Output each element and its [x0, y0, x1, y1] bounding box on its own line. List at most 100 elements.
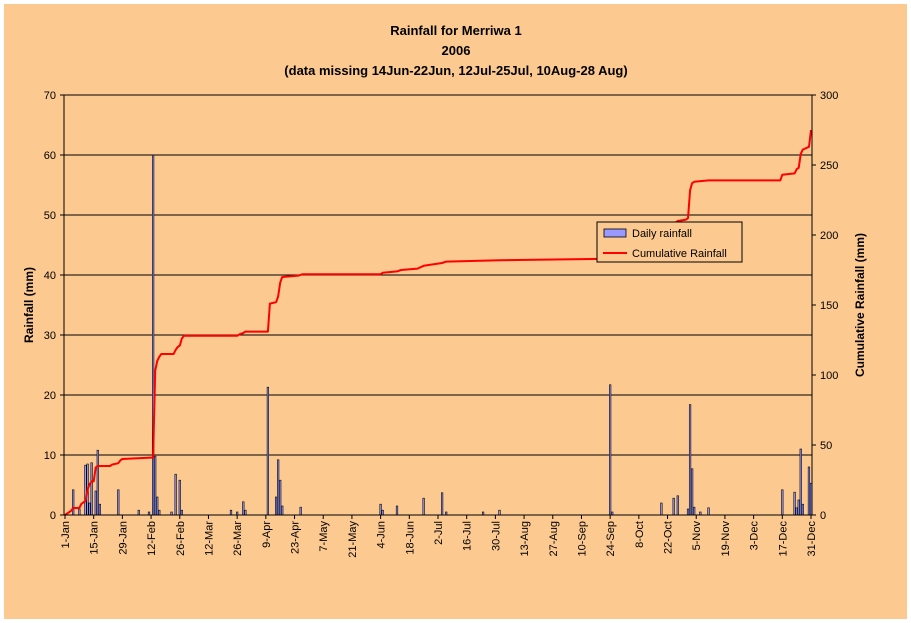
legend-cumulative-label: Cumulative Rainfall — [632, 248, 727, 260]
daily-rainfall-bar — [154, 455, 157, 516]
x-tick-label: 12-Feb — [146, 521, 158, 556]
x-tick-label: 4-Jun — [376, 521, 388, 549]
daily-rainfall-bar — [98, 503, 101, 516]
y-tick-label: 60 — [44, 150, 56, 162]
y2-tick-label: 300 — [820, 90, 838, 102]
x-tick-label: 31-Dec — [806, 521, 818, 557]
x-tick-label: 16-Jul — [462, 521, 474, 551]
x-tick-label: 12-Mar — [203, 521, 215, 556]
daily-rainfall-bar — [781, 489, 784, 516]
daily-rainfall-bar — [609, 384, 612, 516]
daily-rainfall-bar — [242, 501, 245, 516]
daily-rainfall-bar — [672, 497, 675, 516]
daily-rainfall-bar — [660, 502, 663, 516]
daily-rainfall-bar — [266, 386, 269, 516]
daily-rainfall-bar — [707, 507, 710, 516]
daily-rainfall-bar — [90, 462, 93, 516]
daily-rainfall-bar — [379, 503, 382, 516]
daily-rainfall-bar — [797, 499, 800, 516]
horizontal-gridlines — [64, 94, 812, 456]
x-tick-label: 26-Feb — [175, 521, 187, 556]
daily-rainfall-bar — [72, 489, 75, 516]
daily-rainfall-bar — [422, 497, 425, 516]
y-tick-label: 20 — [44, 390, 56, 402]
x-tick-label: 21-May — [347, 521, 359, 558]
x-tick-label: 2-Jul — [433, 521, 445, 545]
legend: Daily rainfall Cumulative Rainfall — [596, 221, 743, 263]
y-tick-label: 40 — [44, 270, 56, 282]
daily-rainfall-bar — [96, 449, 99, 516]
left-axis-ticks: 0 10 20 30 40 50 60 70 — [44, 90, 64, 522]
daily-rainfall-bar — [381, 509, 384, 516]
x-axis-ticks: 1-Jan 15-Jan 29-Jan 12-Feb 26-Feb 12-Mar 26-Ma… — [60, 515, 818, 558]
cumulative-rainfall-line-group — [64, 129, 812, 516]
daily-rainfall-bar — [793, 491, 796, 516]
x-tick-label: 26-Mar — [232, 521, 244, 556]
daily-rainfall-bar — [117, 489, 120, 516]
x-tick-label: 13-Aug — [519, 521, 531, 556]
daily-rainfall-bar — [94, 490, 97, 516]
y2-tick-label: 250 — [820, 160, 838, 172]
daily-rainfall-bar — [299, 506, 302, 516]
daily-rainfall-bar — [158, 509, 161, 516]
daily-rainfall-bar — [152, 154, 155, 516]
x-tick-label: 23-Apr — [290, 521, 302, 554]
daily-rainfall-bar — [279, 479, 282, 516]
daily-rainfall-bar — [180, 509, 183, 516]
x-tick-label: 3-Dec — [749, 521, 761, 551]
daily-rainfall-bar — [440, 492, 444, 516]
cumulative-rainfall-line — [64, 129, 812, 516]
daily-rainfall-bar — [688, 404, 692, 516]
chart-title: Rainfall for Merriwa 1 — [390, 23, 521, 38]
y2-axis-title: Cumulative Rainfall (mm) — [853, 233, 867, 377]
daily-rainfall-bar — [498, 509, 501, 516]
x-tick-label: 18-Jun — [404, 521, 416, 555]
y-tick-label: 50 — [44, 210, 56, 222]
daily-rainfall-bar — [84, 464, 87, 516]
x-tick-label: 8-Oct — [634, 521, 646, 548]
y-axis-title: Rainfall (mm) — [22, 267, 36, 343]
x-tick-label: 27-Aug — [548, 521, 560, 556]
daily-rainfall-bar — [178, 479, 181, 516]
daily-rainfall-bar — [799, 448, 802, 516]
x-tick-label: 5-Nov — [691, 521, 703, 551]
daily-rainfall-bar — [807, 466, 811, 516]
daily-rainfall-bar — [274, 496, 278, 516]
daily-rainfall-bar — [691, 468, 694, 516]
daily-rainfall-bars — [72, 154, 813, 516]
x-tick-label: 24-Sep — [605, 521, 617, 556]
daily-rainfall-bar — [801, 503, 804, 516]
x-tick-label: 29-Jan — [117, 521, 129, 555]
daily-rainfall-bar — [137, 509, 140, 516]
y-tick-label: 0 — [50, 510, 56, 522]
y2-tick-label: 100 — [820, 370, 838, 382]
x-tick-label: 7-May — [318, 521, 330, 552]
daily-rainfall-bar — [78, 508, 81, 516]
y2-tick-label: 150 — [820, 300, 838, 312]
x-tick-label: 10-Sep — [576, 521, 588, 556]
daily-rainfall-bar — [244, 509, 247, 516]
chart-frame — [4, 4, 907, 619]
daily-rainfall-bar — [795, 507, 798, 516]
daily-rainfall-bar — [88, 502, 91, 516]
legend-daily-label: Daily rainfall — [632, 228, 692, 240]
legend-daily-swatch — [603, 228, 627, 238]
y-tick-label: 70 — [44, 90, 56, 102]
x-tick-label: 15-Jan — [89, 521, 101, 555]
y2-tick-label: 0 — [820, 510, 826, 522]
y-tick-label: 10 — [44, 450, 56, 462]
x-tick-label: 22-Oct — [663, 521, 675, 554]
y2-tick-label: 50 — [820, 440, 832, 452]
daily-rainfall-bar — [174, 473, 177, 516]
daily-rainfall-bar — [686, 508, 690, 516]
y2-tick-label: 200 — [820, 230, 838, 242]
x-tick-label: 1-Jan — [60, 521, 72, 549]
right-axis-ticks: 0 50 100 150 200 250 300 — [812, 90, 838, 522]
x-tick-label: 30-Jul — [490, 521, 502, 551]
daily-rainfall-bar — [395, 505, 399, 516]
x-tick-label: 19-Nov — [720, 521, 732, 557]
daily-rainfall-bar — [229, 509, 233, 516]
daily-rainfall-bar — [693, 506, 696, 516]
chart-subtitle-missing-data: (data missing 14Jun-22Jun, 12Jul-25Jul, … — [284, 63, 627, 78]
